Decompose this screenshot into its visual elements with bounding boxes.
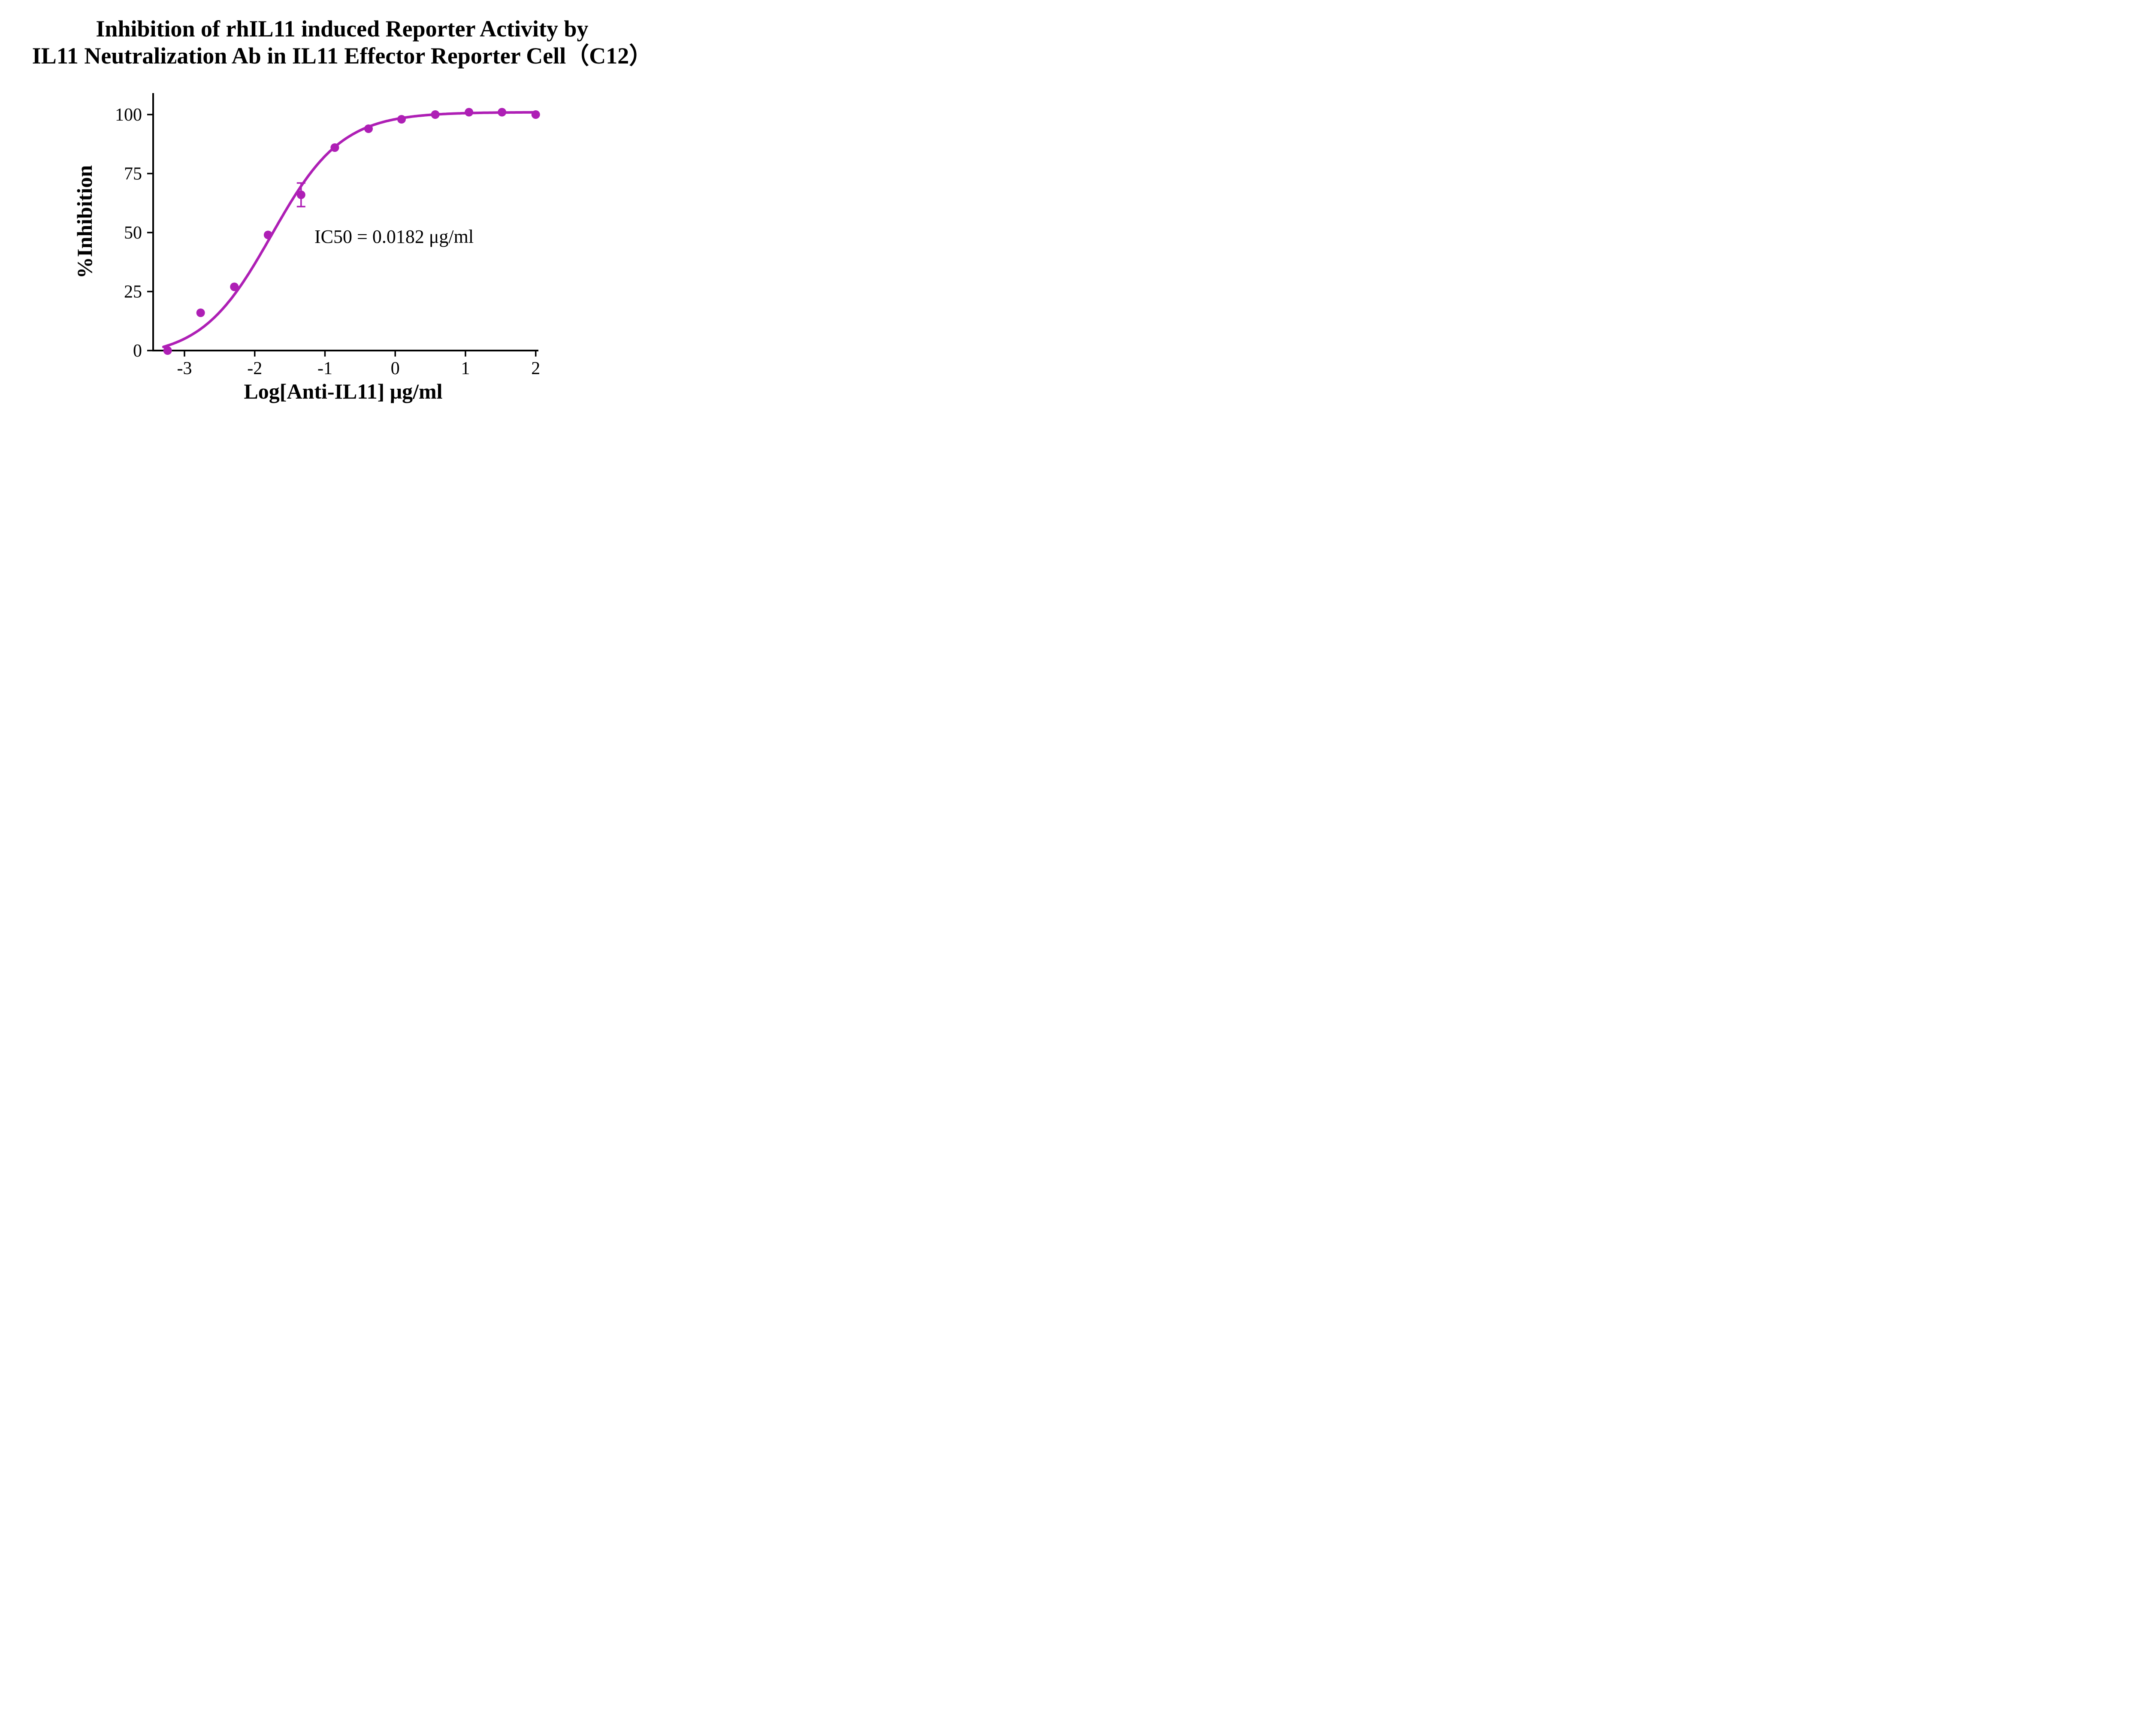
x-axis-label: Log[Anti-IL11] μg/ml	[244, 379, 443, 403]
y-tick-label: 0	[133, 341, 142, 361]
data-point	[163, 346, 172, 355]
y-axis-label: %Inhibition	[73, 165, 97, 279]
data-point	[364, 124, 373, 133]
data-point	[531, 110, 540, 119]
x-tick-label: -2	[247, 359, 262, 378]
fit-curve	[162, 111, 537, 348]
x-tick-label: 2	[531, 359, 540, 378]
data-point	[330, 143, 339, 152]
data-point	[431, 110, 440, 119]
x-tick-label: -3	[177, 359, 192, 378]
y-tick-label: 50	[124, 223, 142, 243]
y-tick-label: 100	[115, 105, 142, 125]
data-point	[263, 230, 272, 239]
data-point	[397, 115, 406, 124]
y-tick-label: 25	[124, 282, 142, 302]
data-point	[230, 282, 239, 291]
dose-response-plot: -3 -2 -1 0 1 2 0 25 50 75 100	[115, 93, 540, 378]
chart-title-line2: IL11 Neutralization Ab in IL11 Effector …	[32, 42, 653, 69]
chart-title-line1: Inhibition of rhIL11 induced Reporter Ac…	[96, 16, 589, 42]
data-point	[296, 191, 305, 199]
data-point	[196, 308, 205, 317]
data-point	[498, 108, 507, 117]
x-tick-label: 1	[461, 359, 470, 378]
x-tick-label: 0	[391, 359, 400, 378]
y-tick-label: 75	[124, 164, 142, 184]
ic50-annotation: IC50 = 0.0182 μg/ml	[314, 226, 474, 247]
x-tick-label: -1	[317, 359, 332, 378]
figure: Inhibition of rhIL11 induced Reporter Ac…	[0, 0, 684, 434]
data-point	[465, 108, 474, 117]
chart-title: Inhibition of rhIL11 induced Reporter Ac…	[0, 15, 684, 69]
